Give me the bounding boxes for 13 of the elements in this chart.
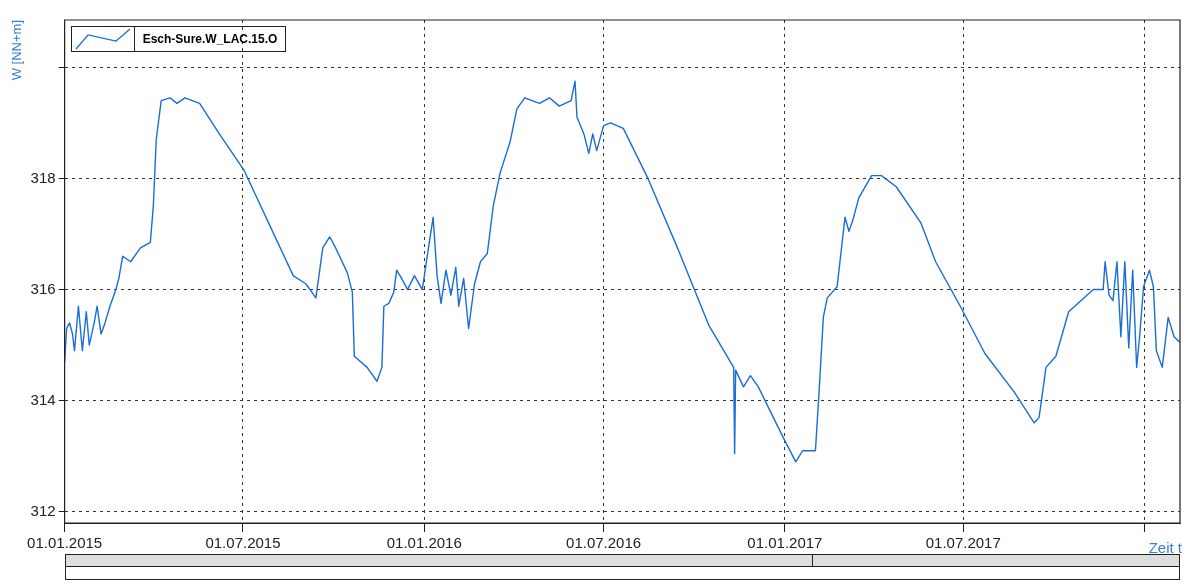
x-tick-label: 01.07.2017 (925, 534, 1001, 552)
x-axis-title: Zeit t (1148, 539, 1182, 556)
y-tick-label: 312 (30, 502, 56, 520)
y-axis-title: W [NN+m] (9, 20, 25, 81)
text: Esch-Sure.W_LAC.15.O (141, 32, 279, 46)
x-tick-label: 01.01.2016 (386, 534, 462, 552)
x-tick-label: 01.01.2015 (27, 534, 103, 552)
y-tick-label: 314 (30, 390, 56, 408)
x-tick-label: 01.07.2016 (566, 534, 642, 552)
x-tick-label: 01.01.2017 (747, 534, 823, 552)
y-tick-label: 316 (30, 279, 56, 297)
y-tick-label: 318 (30, 168, 56, 186)
x-tick-label: 01.07.2015 (205, 534, 281, 552)
